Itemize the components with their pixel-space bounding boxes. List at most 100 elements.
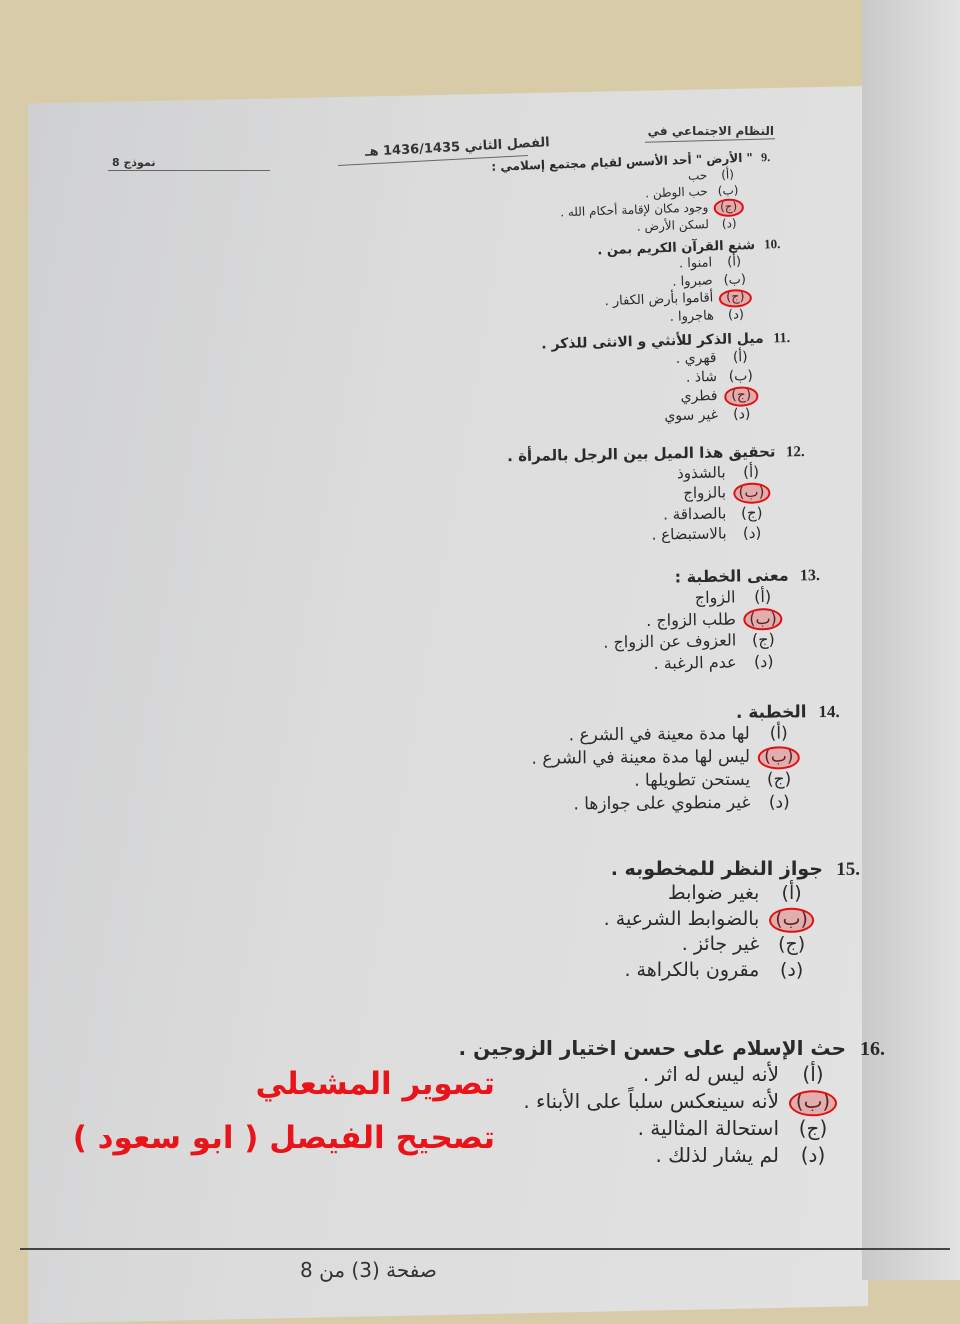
- option-text: بالزواج: [683, 483, 727, 503]
- question-13: 13. معنى الخطبة : (أ) الزواج (ب) طلب الزواج .…: [602, 565, 822, 675]
- option-text: استحالة المثالية .: [637, 1116, 779, 1140]
- option-text: لأنه ليس له اثر .: [642, 1062, 779, 1086]
- option-label: (ج): [767, 769, 792, 790]
- option-label: (د): [769, 792, 791, 813]
- question-12: 12. تحقيق هذا الميل بين الرجل بالمرأة . (أ…: [507, 442, 806, 547]
- option-label: (ب): [779, 1088, 847, 1115]
- option-label: (ب): [728, 367, 754, 385]
- option-text: حب: [687, 168, 708, 183]
- option-text: بالصداقة .: [663, 503, 727, 523]
- question-number: 10.: [763, 236, 781, 252]
- option-label: (ج): [708, 198, 749, 216]
- answer-option: (د) مقرون بالكراهة .: [604, 958, 824, 984]
- answer-option: (د) غير منطوي على جوازها .: [532, 791, 809, 816]
- question-11: 11. ميل الذكر للأنثي و الانثى للذكر . (أ) ق…: [541, 330, 792, 429]
- option-label: (ج): [717, 385, 765, 405]
- question-text-row: 14. الخطبة .: [531, 702, 840, 725]
- course-title: النظام الاجتماعي في: [647, 124, 774, 138]
- option-label: (د): [779, 958, 804, 981]
- option-text: بغير ضوابط: [668, 882, 760, 904]
- option-text: بالضوابط الشرعية .: [603, 907, 760, 930]
- option-text: يستحن تطويلها .: [634, 769, 751, 791]
- header-rule: [108, 170, 270, 171]
- answer-option: (د) لم يشار لذلك .: [459, 1142, 847, 1169]
- question-text: جواز النظر للمخطوبه .: [610, 858, 823, 880]
- option-label: (أ): [743, 462, 760, 482]
- question-10: 10. شنع القرآن الكريم بمن . (أ) امنوا . (ب) ص…: [597, 236, 783, 329]
- option-text: هاجروا .: [669, 308, 715, 325]
- option-text: مقرون بالكراهة .: [624, 958, 760, 981]
- question-number: 9.: [761, 150, 771, 165]
- answer-option: (ج) استحالة المثالية .: [459, 1115, 847, 1142]
- option-text: قهري .: [675, 349, 717, 367]
- answer-option: (ب) ليس لها مدة معينة في الشرع .: [532, 745, 809, 770]
- watermark-line2: تصحيح الفيصل ( ابو سعود ): [72, 1120, 495, 1156]
- question-number: 15.: [836, 859, 860, 880]
- option-label: (ب): [726, 482, 777, 503]
- question-text: معنى الخطبة :: [674, 565, 790, 587]
- option-label: (ب): [736, 607, 791, 630]
- option-label: (د): [732, 405, 751, 423]
- option-label: (أ): [754, 586, 772, 607]
- option-label: (د): [754, 651, 775, 671]
- answer-option: (أ) بغير ضوابط: [604, 881, 824, 907]
- option-text: عدم الرغبة .: [653, 652, 738, 673]
- footer-rule: [20, 1248, 950, 1250]
- option-label: (ب): [759, 907, 824, 933]
- question-number: 12.: [786, 443, 806, 461]
- answer-option: (د) عدم الرغبة .: [604, 650, 792, 675]
- option-label: (أ): [721, 167, 735, 182]
- next-page-edge: [862, 0, 960, 1280]
- option-label: (ب): [750, 745, 808, 768]
- option-label: (أ): [726, 254, 742, 270]
- option-text: الزواج: [694, 587, 736, 608]
- option-text: العزوف عن الزواج .: [603, 630, 737, 652]
- option-label: (ج): [741, 503, 764, 522]
- question-9: 9. " الأرض " أحد الأسس لقيام مجتمع إسلامي…: [491, 150, 773, 239]
- model-label: نموذج 8: [112, 156, 156, 169]
- answer-option: (أ) لها مدة معينة في الشرع .: [532, 722, 809, 747]
- option-label: (أ): [732, 349, 748, 366]
- question-number: 14.: [818, 702, 841, 722]
- question-text: حث الإسلام على حسن اختيار الزوجين .: [458, 1036, 846, 1060]
- option-text: ليس لها مدة معينة في الشرع .: [531, 746, 751, 769]
- option-text: لها مدة معينة في الشرع .: [568, 723, 751, 746]
- option-text: امنوا .: [678, 255, 713, 272]
- option-label: (د): [743, 523, 762, 542]
- option-label: (ب): [723, 271, 747, 288]
- option-text: بالشذوذ: [677, 463, 727, 483]
- answer-option: (ج) غير جائز .: [604, 932, 824, 958]
- question-text-row: 16. حث الإسلام على حسن اختيار الزوجين .: [459, 1036, 885, 1061]
- question-15: 15. جواز النظر للمخطوبه . (أ) بغير ضوابط (ب)…: [604, 858, 860, 984]
- option-text: لم يشار لذلك .: [655, 1143, 779, 1167]
- option-label: (ج): [798, 1116, 828, 1140]
- question-number: 13.: [800, 566, 821, 585]
- question-14: 14. الخطبة . (أ) لها مدة معينة في الشرع . (ب…: [531, 702, 841, 816]
- option-text: شاذ .: [685, 368, 718, 386]
- answer-option: (ب) بالضوابط الشرعية .: [604, 907, 824, 933]
- option-text: غير منطوي على جوازها .: [573, 792, 751, 815]
- option-label: (أ): [769, 723, 789, 744]
- page-number: صفحة (3) من 8: [300, 1258, 437, 1282]
- question-text-row: 15. جواز النظر للمخطوبه .: [604, 858, 860, 881]
- option-label: (أ): [781, 882, 802, 904]
- option-text: لسكن الأرض .: [636, 216, 710, 234]
- option-label: (د): [800, 1143, 826, 1167]
- answer-option: (أ) لأنه ليس له اثر .: [459, 1061, 847, 1088]
- option-text: لأنه سينعكس سلباً على الأبناء .: [523, 1089, 779, 1113]
- question-number: 16.: [860, 1038, 885, 1060]
- watermark-line1: تصوير المشعلي: [255, 1066, 495, 1102]
- option-text: صبروا .: [672, 272, 713, 290]
- option-text: طلب الزواج .: [646, 609, 737, 630]
- question-16: 16. حث الإسلام على حسن اختيار الزوجين . (أ…: [459, 1036, 885, 1169]
- option-text: غير سوي: [664, 406, 719, 424]
- question-text: الخطبة .: [736, 702, 808, 723]
- question-number: 11.: [773, 330, 791, 347]
- option-text: بالاستبضاع .: [651, 524, 728, 544]
- option-text: فطري: [680, 387, 718, 405]
- option-label: (ج): [778, 933, 806, 956]
- option-label: (ج): [752, 629, 776, 650]
- option-label: (أ): [802, 1062, 824, 1086]
- option-label: (د): [721, 215, 737, 231]
- option-label: (ج): [713, 288, 758, 307]
